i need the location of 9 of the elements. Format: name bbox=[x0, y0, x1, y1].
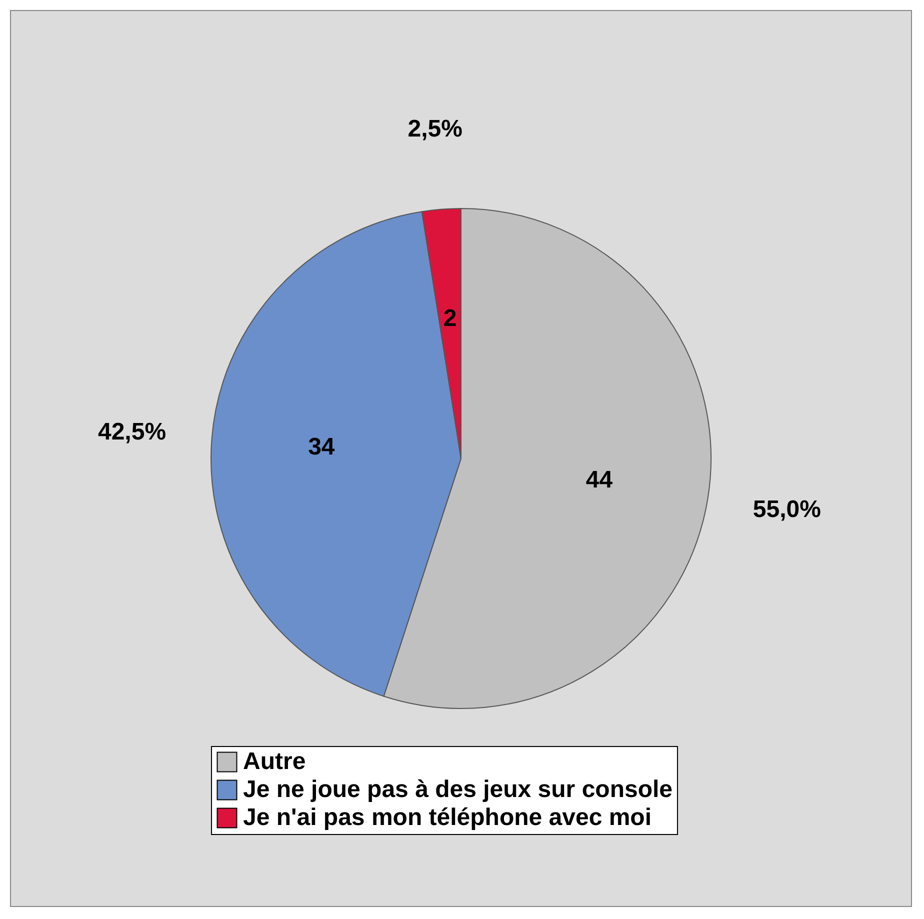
legend-label: Autre bbox=[243, 748, 306, 775]
text: 34 bbox=[308, 434, 336, 461]
text: 2 bbox=[443, 304, 457, 332]
legend-label: Je ne joue pas à des jeux sur console bbox=[243, 776, 673, 803]
text: 44 bbox=[586, 466, 614, 494]
data-label: 2,5% bbox=[408, 116, 462, 143]
legend-label: Je n'ai pas mon téléphone avec moi bbox=[243, 804, 652, 831]
data-label: 42,5% bbox=[98, 418, 166, 446]
data-label: 55,0% bbox=[752, 496, 821, 524]
